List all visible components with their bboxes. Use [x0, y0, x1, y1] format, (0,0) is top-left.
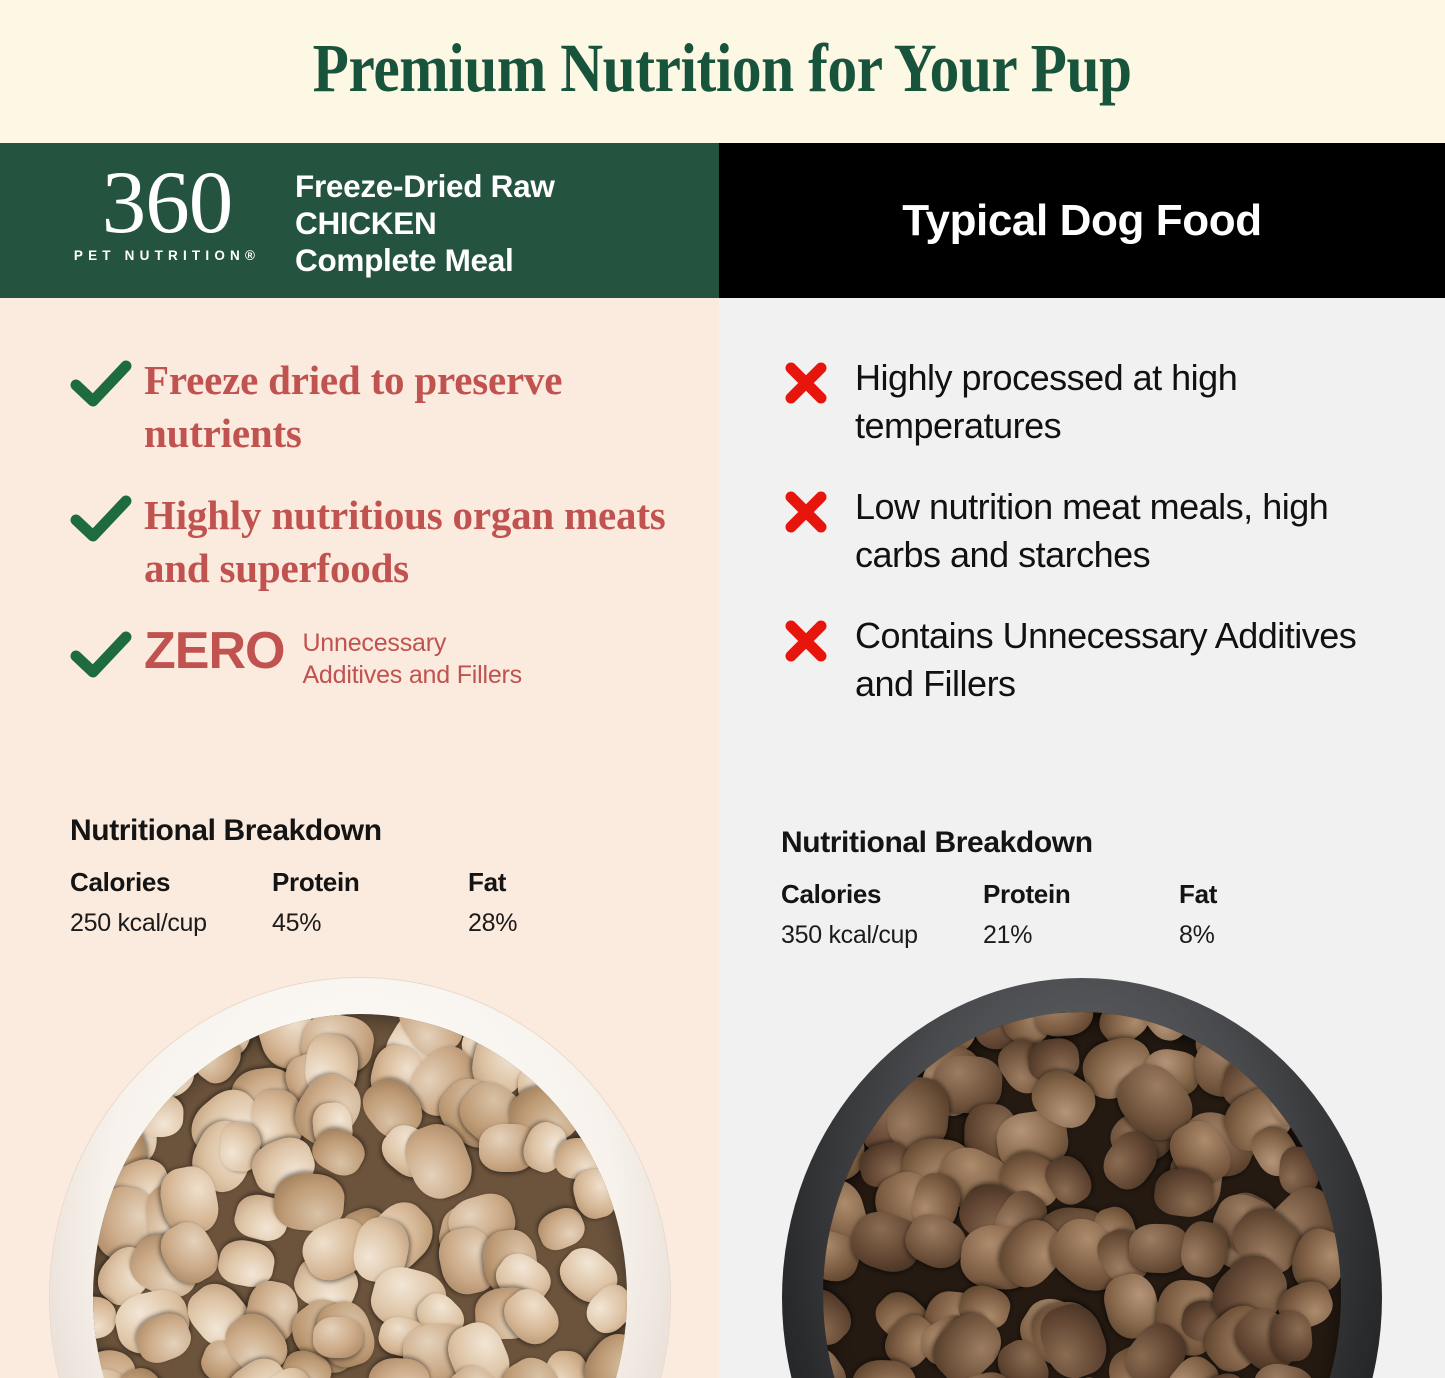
product-line-3: Complete Meal	[295, 241, 514, 278]
x-icon	[781, 483, 855, 537]
nutrition-column-calories: Calories 250 kcal/cup	[70, 867, 207, 938]
column-value: 8%	[1179, 921, 1215, 949]
brand-logo: 360 PET NUTRITION®	[58, 154, 276, 263]
right-bowl-area	[719, 978, 1445, 1378]
column-value: 21%	[983, 921, 1033, 949]
check-icon	[70, 354, 144, 408]
column-header: Fat	[468, 867, 507, 897]
column-header: Fat	[1179, 879, 1218, 909]
nutrition-column-fat: Fat 8%	[1179, 879, 1217, 950]
drawback-text: Highly processed at high temperatures	[855, 357, 1238, 446]
page-title: Premium Nutrition for Your Pup	[313, 30, 1132, 106]
product-name: Freeze-Dried Raw CHICKEN Complete Meal	[295, 168, 705, 279]
product-line-1: Freeze-Dried Raw	[295, 168, 555, 204]
zero-note-line-2: Additives and Fillers	[302, 661, 522, 690]
x-icon	[781, 612, 855, 666]
benefit-text: Highly nutritious organ meats and superf…	[144, 491, 666, 591]
nutrition-column-fat: Fat 28%	[468, 867, 517, 938]
brand-logo-number: 360	[101, 154, 234, 252]
nutrition-title: Nutritional Breakdown	[70, 814, 382, 847]
benefit-text: Freeze dried to preserve nutrients	[144, 357, 563, 457]
benefits-list: Freeze dried to preserve nutrients Highl…	[70, 354, 670, 691]
left-nutrition-table: Nutritional Breakdown Calories 250 kcal/…	[70, 814, 670, 945]
nutrition-grid: Calories 350 kcal/cup Protein 21% Fat 8%	[781, 879, 1401, 957]
freeze-dried-food	[92, 1014, 627, 1378]
nutrition-grid: Calories 250 kcal/cup Protein 45% Fat 28…	[70, 867, 670, 945]
nutrition-column-protein: Protein 45%	[272, 867, 360, 938]
brand-header-bar: 360 PET NUTRITION® Freeze-Dried Raw CHIC…	[0, 143, 719, 298]
benefit-item: Freeze dried to preserve nutrients	[70, 354, 670, 461]
x-icon	[781, 354, 855, 408]
right-nutrition-table: Nutritional Breakdown Calories 350 kcal/…	[781, 826, 1401, 957]
check-icon	[70, 489, 144, 543]
kibble-food	[823, 1012, 1341, 1378]
black-bowl-image	[782, 978, 1382, 1378]
nutrition-column-protein: Protein 21%	[983, 879, 1071, 950]
column-header: Protein	[983, 879, 1071, 909]
white-bowl-image	[49, 978, 670, 1378]
left-bowl-area	[0, 978, 719, 1378]
left-panel: Freeze dried to preserve nutrients Highl…	[0, 298, 719, 1378]
column-value: 250 kcal/cup	[70, 909, 207, 937]
column-header: Calories	[70, 867, 171, 897]
typical-header-bar: Typical Dog Food	[719, 143, 1445, 298]
drawback-text: Low nutrition meat meals, high carbs and…	[855, 486, 1329, 575]
zero-claim-block: ZERO Unnecessary Additives and Fillers	[144, 623, 522, 691]
drawback-item: Contains Unnecessary Additives and Fille…	[781, 612, 1381, 707]
drawbacks-list: Highly processed at high temperatures Lo…	[781, 354, 1381, 707]
column-header: Protein	[272, 867, 360, 897]
check-icon	[70, 623, 144, 679]
zero-note: Unnecessary Additives and Fillers	[302, 623, 522, 691]
zero-claim-item: ZERO Unnecessary Additives and Fillers	[70, 623, 670, 691]
brand-logo-subtitle: PET NUTRITION®	[73, 247, 261, 263]
drawback-item: Highly processed at high temperatures	[781, 354, 1381, 449]
column-value: 28%	[468, 909, 518, 937]
column-value: 350 kcal/cup	[781, 921, 918, 949]
title-band: Premium Nutrition for Your Pup	[0, 0, 1445, 143]
drawback-text: Contains Unnecessary Additives and Fille…	[855, 615, 1357, 704]
right-panel: Highly processed at high temperatures Lo…	[719, 298, 1445, 1378]
nutrition-title: Nutritional Breakdown	[781, 826, 1093, 859]
nutrition-column-calories: Calories 350 kcal/cup	[781, 879, 918, 950]
zero-note-line-1: Unnecessary	[302, 629, 447, 658]
column-header: Calories	[781, 879, 882, 909]
zero-word: ZERO	[144, 622, 285, 681]
drawback-item: Low nutrition meat meals, high carbs and…	[781, 483, 1381, 578]
benefit-item: Highly nutritious organ meats and superf…	[70, 489, 670, 596]
product-line-2: CHICKEN	[295, 204, 437, 241]
typical-dog-food-title: Typical Dog Food	[902, 195, 1262, 245]
column-value: 45%	[272, 909, 322, 937]
